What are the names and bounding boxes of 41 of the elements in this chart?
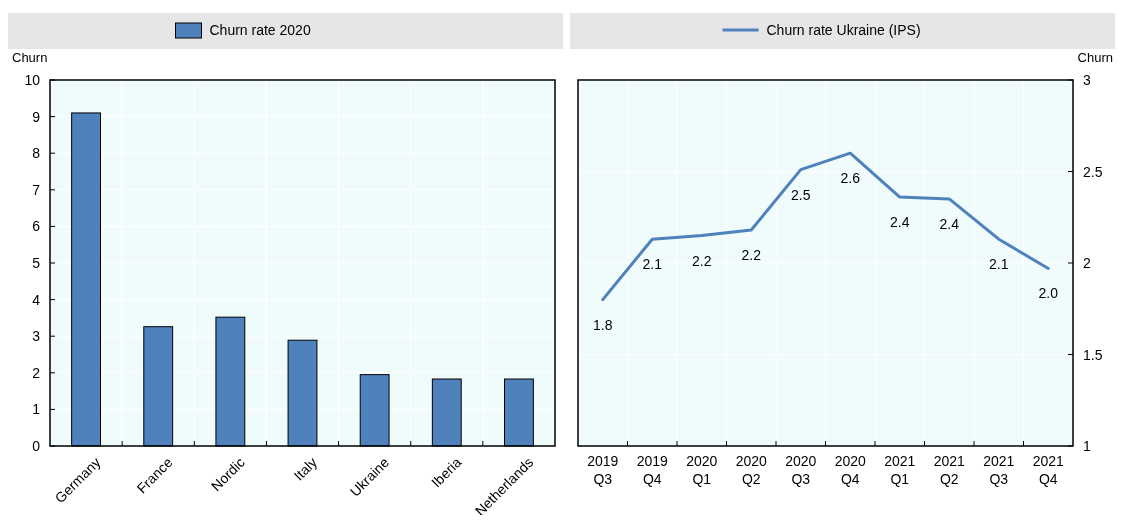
y-tick-label: 2.5 bbox=[1083, 163, 1103, 180]
y-tick-label: 1 bbox=[1083, 438, 1091, 454]
x-tick-label: 2020 Q4 bbox=[834, 453, 867, 487]
data-label: 2.5 bbox=[791, 186, 811, 203]
data-label: 2.0 bbox=[1038, 285, 1059, 302]
y-tick-label: 6 bbox=[32, 218, 41, 235]
x-tick-label: 2020 Q1 bbox=[686, 453, 718, 487]
x-tick-label: 2019 Q3 bbox=[587, 453, 619, 487]
x-tick-label: 2021 Q3 bbox=[983, 453, 1015, 487]
data-label: 1.8 bbox=[593, 316, 613, 333]
y-tick-label: 5 bbox=[32, 255, 41, 271]
data-label: 2.4 bbox=[890, 214, 910, 231]
y-tick-label: 3 bbox=[1083, 72, 1091, 88]
y-tick-label: 0 bbox=[32, 438, 41, 454]
data-label: 2.2 bbox=[692, 252, 712, 269]
y-tick-label: 2 bbox=[32, 364, 41, 381]
y-tick-label: 9 bbox=[32, 108, 41, 125]
y-tick-label: 3 bbox=[32, 328, 41, 345]
y-tick-label: 10 bbox=[24, 72, 41, 88]
data-label: 2.2 bbox=[741, 247, 762, 264]
y-tick-label: 2 bbox=[1083, 255, 1091, 271]
x-tick-label: 2021 Q1 bbox=[884, 453, 916, 487]
x-tick-label: 2020 Q2 bbox=[735, 453, 768, 487]
legend-label: Churn rate 2020 bbox=[209, 22, 311, 38]
y-axis-title: Churn bbox=[1077, 50, 1113, 65]
y-axis-title: Churn bbox=[12, 50, 48, 65]
legend-label: Churn rate Ukraine (IPS) bbox=[766, 22, 921, 38]
data-label: 2.1 bbox=[642, 256, 663, 273]
x-tick-label: 2021 Q2 bbox=[933, 453, 966, 487]
data-label: 2.1 bbox=[989, 256, 1009, 273]
x-tick-label: 2020 Q3 bbox=[785, 453, 817, 487]
y-tick-label: 7 bbox=[32, 181, 41, 198]
y-tick-label: 8 bbox=[32, 145, 41, 162]
y-tick-label: 1.5 bbox=[1083, 346, 1103, 363]
y-tick-label: 1 bbox=[32, 401, 41, 418]
data-label: 2.4 bbox=[939, 215, 960, 232]
x-tick-label: 2021 Q4 bbox=[1032, 453, 1065, 487]
data-label: 2.6 bbox=[840, 170, 861, 187]
y-tick-label: 4 bbox=[32, 291, 41, 308]
x-tick-label: Italy bbox=[290, 454, 320, 484]
x-tick-label: 2019 Q4 bbox=[636, 453, 669, 487]
